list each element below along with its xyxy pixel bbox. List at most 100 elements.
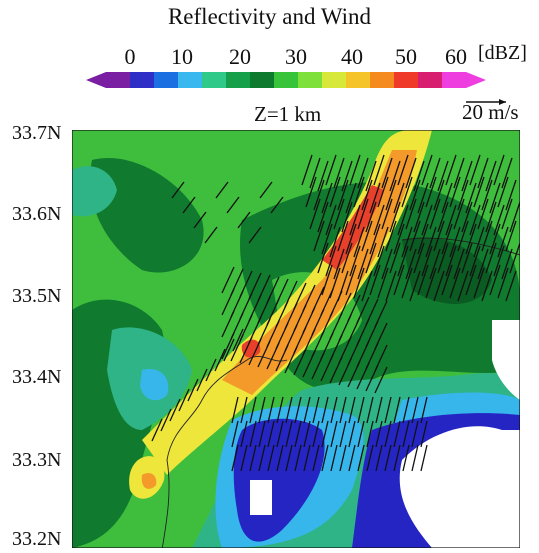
- wind-vector: [509, 201, 520, 233]
- wind-vector: [329, 290, 343, 318]
- wind-vector: [429, 198, 441, 230]
- wind-vector: [493, 204, 505, 236]
- orange-cell: [141, 473, 157, 489]
- wind-vector: [411, 444, 419, 472]
- wind-vector: [381, 248, 393, 280]
- wind-vector: [320, 288, 334, 316]
- wind-vector: [481, 270, 493, 302]
- wind-vector: [317, 201, 329, 233]
- wind-vector: [237, 211, 251, 229]
- wind-vector: [365, 298, 379, 326]
- wind-vector: [348, 396, 356, 424]
- wind-vector: [258, 444, 266, 472]
- wind-vector: [205, 358, 217, 382]
- wind-vector: [312, 444, 320, 472]
- wind-vector: [393, 396, 401, 424]
- wind-vector: [453, 248, 465, 280]
- wind-vector: [417, 182, 429, 214]
- wind-vector: [405, 157, 417, 189]
- wind-vector: [333, 198, 345, 230]
- wind-vector: [330, 420, 338, 448]
- wind-vector: [505, 270, 517, 302]
- wind-vector: [445, 204, 457, 236]
- colorbar-tick: 0: [124, 44, 136, 69]
- wind-vector: [441, 182, 453, 214]
- wind-vector: [493, 154, 505, 186]
- wind-vector: [501, 248, 513, 280]
- wind-vector: [441, 223, 453, 255]
- wind-vector: [365, 160, 377, 192]
- wind-vector: [231, 420, 239, 448]
- colorbar-cell: [202, 72, 227, 88]
- wind-vector: [481, 220, 493, 252]
- boundary-line: [161, 356, 288, 548]
- wind-vector: [373, 154, 385, 186]
- wind-vector: [417, 223, 429, 255]
- colorbar-end-left: [86, 72, 106, 88]
- colorbar-cell: [322, 72, 347, 88]
- wind-vector: [477, 248, 489, 280]
- wind-vector: [385, 179, 397, 211]
- boundary-line: [401, 237, 520, 256]
- wind-vector: [311, 286, 325, 314]
- wind-vector: [449, 226, 461, 258]
- wind-vector: [239, 270, 253, 298]
- wind-vector: [321, 396, 329, 424]
- wind-vector: [270, 196, 284, 214]
- wind-vector: [294, 444, 302, 472]
- wind-vector: [384, 444, 392, 472]
- y-axis-label: 33.3N: [12, 449, 62, 471]
- wind-vector: [182, 196, 196, 214]
- wind-vector: [321, 420, 329, 448]
- wind-vector: [232, 328, 244, 352]
- wind-vector: [348, 444, 356, 472]
- wind-vector: [437, 160, 449, 192]
- wind-vector: [369, 264, 381, 296]
- colorbar-end-right: [466, 72, 486, 88]
- wind-vector: [397, 154, 409, 186]
- wind-vector: [187, 378, 199, 402]
- wind-vector: [477, 198, 489, 230]
- wind-vector: [361, 220, 373, 252]
- wind-vector: [317, 242, 329, 274]
- wind-vector: [293, 282, 307, 310]
- wind-vector: [381, 157, 393, 189]
- wind-vector: [374, 300, 388, 328]
- wind-vector: [339, 396, 347, 424]
- wind-vector: [377, 267, 389, 299]
- wind-vector: [481, 179, 493, 211]
- light-blue-region: [140, 369, 169, 401]
- wind-vector: [457, 220, 469, 252]
- wind-vector: [465, 182, 477, 214]
- wind-vector: [409, 179, 421, 211]
- wind-vector: [365, 201, 377, 233]
- wind-vector: [389, 160, 401, 192]
- wind-vector: [405, 198, 417, 230]
- wind-vector: [369, 223, 381, 255]
- wind-vector: [505, 179, 517, 211]
- wind-vector: [276, 396, 284, 424]
- wind-vector: [445, 154, 457, 186]
- wind-vector: [489, 264, 501, 296]
- colorbar-cell: [154, 72, 179, 88]
- wind-vector: [313, 179, 325, 211]
- wind-vector: [421, 204, 433, 236]
- wind-vector: [420, 444, 428, 472]
- wind-vector: [240, 396, 248, 424]
- wind-vector: [221, 266, 235, 294]
- wind-vector: [285, 420, 293, 448]
- wind-vector: [349, 154, 361, 186]
- wind-vector: [329, 176, 341, 208]
- wind-vector: [321, 223, 333, 255]
- wind-vector: [393, 182, 405, 214]
- wind-vector: [357, 396, 365, 424]
- wind-vector: [325, 154, 337, 186]
- colorbar-unit: [dBZ]: [478, 42, 527, 64]
- wind-vector: [429, 157, 441, 189]
- colorbar-cell: [298, 72, 323, 88]
- wind-vector: [473, 176, 485, 208]
- wind-vector: [349, 204, 361, 236]
- wind-vector: [329, 226, 341, 258]
- wind-vector: [339, 444, 347, 472]
- wind-vector: [303, 420, 311, 448]
